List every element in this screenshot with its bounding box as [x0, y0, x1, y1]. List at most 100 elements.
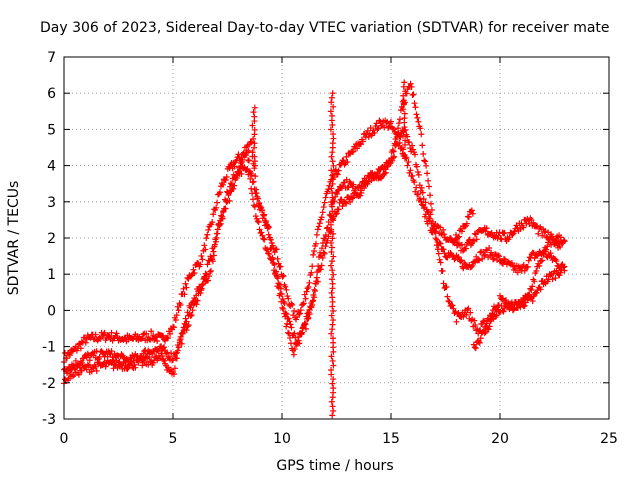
data-point: [296, 310, 303, 317]
data-point: [501, 229, 508, 236]
data-point: [278, 298, 285, 305]
data-point: [422, 199, 429, 206]
data-point: [424, 208, 431, 215]
data-point: [260, 212, 267, 219]
data-point: [265, 250, 272, 257]
spike-point: [329, 140, 336, 147]
data-point: [223, 173, 230, 180]
data-point: [391, 153, 398, 160]
data-point: [413, 184, 420, 191]
data-point: [261, 236, 268, 243]
data-point: [173, 312, 180, 319]
data-point: [345, 184, 352, 191]
data-point: [526, 291, 533, 298]
data-point: [468, 263, 475, 270]
data-point: [411, 100, 418, 107]
data-point: [364, 127, 371, 134]
spike-point: [251, 113, 258, 120]
data-point: [108, 348, 115, 355]
data-point: [500, 255, 507, 262]
y-tick-label: 7: [47, 50, 56, 66]
data-point: [248, 185, 255, 192]
data-point: [313, 274, 320, 281]
data-point: [561, 238, 568, 245]
data-point: [223, 199, 230, 206]
data-point: [275, 280, 282, 287]
data-point: [192, 298, 199, 305]
data-point: [117, 361, 124, 368]
spike-point: [328, 312, 335, 319]
data-point: [418, 184, 425, 191]
data-point: [86, 357, 93, 364]
data-point: [285, 315, 292, 322]
data-point: [543, 246, 550, 253]
data-point: [288, 324, 295, 331]
data-point: [521, 267, 528, 274]
data-point: [216, 222, 223, 229]
spike-point: [328, 367, 335, 374]
spike-point: [330, 171, 337, 178]
data-point: [426, 215, 433, 222]
data-point: [258, 229, 265, 236]
data-point: [426, 183, 433, 190]
data-point: [481, 330, 488, 337]
spike-point: [329, 203, 336, 210]
data-point: [277, 263, 284, 270]
data-point: [402, 154, 409, 161]
data-point: [422, 158, 429, 165]
data-point: [108, 329, 115, 336]
data-point: [410, 91, 417, 98]
data-point: [177, 302, 184, 309]
spike-point: [329, 412, 336, 419]
data-point: [406, 139, 413, 146]
spike-point: [329, 90, 336, 97]
data-point: [315, 223, 322, 230]
data-point: [431, 228, 438, 235]
data-point: [419, 142, 426, 149]
spike-point: [328, 153, 335, 160]
x-tick-label: 25: [600, 431, 618, 447]
data-point: [78, 359, 85, 366]
data-point: [279, 304, 286, 311]
data-point: [533, 289, 540, 296]
data-point: [424, 170, 431, 177]
data-point: [320, 204, 327, 211]
data-point: [494, 257, 501, 264]
data-point: [210, 211, 217, 218]
data-point: [409, 92, 416, 99]
data-point: [230, 185, 237, 192]
data-point: [189, 299, 196, 306]
data-point: [259, 232, 266, 239]
data-point: [435, 250, 442, 257]
data-point: [357, 187, 364, 194]
data-point: [250, 196, 257, 203]
data-point: [214, 199, 221, 206]
data-point: [177, 333, 184, 340]
x-tick-label: 5: [169, 431, 178, 447]
data-point: [387, 159, 394, 166]
data-point: [211, 241, 218, 248]
data-point: [521, 302, 528, 309]
data-point: [138, 335, 145, 342]
spike-point: [330, 217, 337, 224]
data-point: [310, 297, 317, 304]
data-point: [395, 125, 402, 132]
data-point: [203, 235, 210, 242]
data-point: [343, 153, 350, 160]
data-point: [344, 158, 351, 165]
data-point: [227, 180, 234, 187]
data-point: [333, 210, 340, 217]
spike-point: [328, 94, 335, 101]
data-point: [225, 192, 232, 199]
data-point: [175, 344, 182, 351]
data-point: [195, 288, 202, 295]
data-point: [469, 210, 476, 217]
data-point: [312, 240, 319, 247]
data-point: [252, 173, 259, 180]
data-point: [495, 252, 502, 259]
data-point: [92, 363, 99, 370]
y-tick-label: -3: [42, 412, 56, 428]
spike-point: [329, 335, 336, 342]
spike-point: [329, 267, 336, 274]
spike-point: [401, 79, 408, 86]
